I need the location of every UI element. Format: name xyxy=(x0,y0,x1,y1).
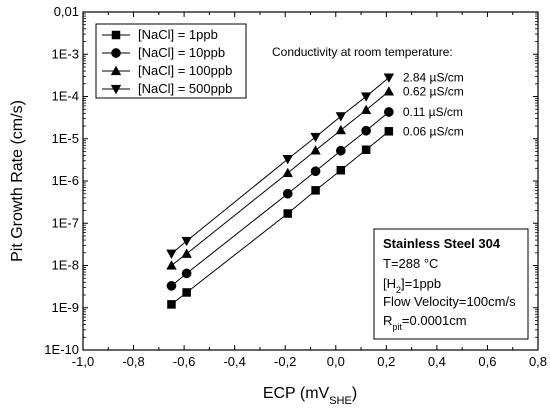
y-axis-title: Pit Growth Rate (cm/s) xyxy=(9,100,26,262)
legend-marker xyxy=(111,30,121,40)
legend-entry: [NaCl] = 10ppb xyxy=(138,45,225,60)
conductivity-annotation-title: Conductivity at room temperature: xyxy=(272,45,453,59)
data-point xyxy=(384,127,394,136)
data-point xyxy=(311,186,320,195)
data-point xyxy=(283,209,292,218)
conductivity-label: 0.06 µS/cm xyxy=(403,124,464,138)
series-circle xyxy=(166,107,394,291)
series-triangle-down xyxy=(166,73,395,260)
info-box-frame xyxy=(373,228,529,340)
y-axis-ticks: 1E-10 1E-9 1E-8 1E-7 1E-6 1E-5 1E-4 1E-3 0,01 xyxy=(44,4,538,357)
x-tick-label: -0,6 xyxy=(173,354,195,369)
data-point xyxy=(335,124,347,135)
data-point xyxy=(361,125,371,136)
data-point xyxy=(166,260,177,270)
conductivity-label: 2.84 µS/cm xyxy=(403,71,464,85)
x-axis-title: ECP (mVSHE) xyxy=(263,385,357,407)
data-point xyxy=(181,248,192,258)
legend-entry: [NaCl] = 1ppb xyxy=(138,27,218,42)
legend-entry: [NaCl] = 100ppb xyxy=(138,63,232,78)
y-tick-label: 1E-6 xyxy=(52,173,79,188)
data-point xyxy=(361,145,371,154)
y-tick-label: 1E-9 xyxy=(52,300,79,315)
legend: [NaCl] = 1ppb [NaCl] = 10ppb [NaCl] = 100p… xyxy=(95,23,247,99)
info-box-temperature: T=288 °C xyxy=(383,256,438,271)
conductivity-label: 0.62 µS/cm xyxy=(403,84,464,98)
x-tick-label: 0,2 xyxy=(377,354,395,369)
data-point xyxy=(383,73,395,83)
data-point xyxy=(335,112,347,122)
data-point xyxy=(166,280,177,291)
y-tick-label: 1E-4 xyxy=(52,89,79,104)
x-tick-label: -0,2 xyxy=(274,354,296,369)
data-point xyxy=(181,268,192,279)
series-triangle-up xyxy=(166,86,395,270)
data-point xyxy=(282,188,293,199)
legend-marker xyxy=(110,84,122,95)
data-point xyxy=(310,132,321,143)
info-box-title: Stainless Steel 304 xyxy=(383,236,501,251)
y-tick-label: 1E-10 xyxy=(44,342,79,357)
legend-entry: [NaCl] = 500ppb xyxy=(138,81,232,96)
series-line xyxy=(171,130,390,305)
data-point xyxy=(282,155,293,165)
data-point xyxy=(167,300,176,309)
data-point xyxy=(335,145,346,156)
data-point xyxy=(310,145,321,155)
data-point xyxy=(181,236,192,247)
series-layer xyxy=(166,73,395,309)
y-tick-label: 1E-5 xyxy=(52,131,79,146)
series-square xyxy=(167,127,394,309)
info-box-hydrogen: [H2]=1ppb xyxy=(383,276,441,295)
conductivity-labels: 0.06 µS/cm 0.11 µS/cm 0.62 µS/cm2.84 µS/cm xyxy=(403,71,464,139)
x-tick-label: 0,6 xyxy=(478,354,496,369)
data-point xyxy=(383,86,395,96)
series-line xyxy=(171,111,390,287)
legend-marker xyxy=(111,48,121,58)
x-tick-label: -0,4 xyxy=(223,354,245,369)
info-box-flow-velocity: Flow Velocity=100cm/s xyxy=(383,294,516,309)
x-tick-label: 0,0 xyxy=(327,354,345,369)
data-point xyxy=(360,92,372,102)
conductivity-label: 0.11 µS/cm xyxy=(403,105,463,119)
x-axis-ticks: -1,0 -0,8 -0,6 -0,4 -0,2 0,0 0,2 0,4 0,6 0,8 xyxy=(72,12,547,369)
data-point xyxy=(360,104,372,115)
x-tick-label: 0,8 xyxy=(529,354,547,369)
data-point xyxy=(182,288,191,297)
y-tick-label: 0,01 xyxy=(54,4,79,19)
info-box-pit-radius: Rpit=0.0001cm xyxy=(383,313,467,332)
series-line xyxy=(171,91,390,266)
data-point xyxy=(310,166,321,177)
x-tick-label: 0,4 xyxy=(428,354,446,369)
y-tick-label: 1E-8 xyxy=(52,258,79,273)
y-tick-label: 1E-3 xyxy=(52,46,79,61)
data-point xyxy=(336,165,346,175)
x-tick-label: -0,8 xyxy=(122,354,144,369)
legend-frame xyxy=(95,23,247,99)
info-box: Stainless Steel 304 T=288 °C [H2]=1ppb F… xyxy=(373,228,529,340)
legend-marker xyxy=(110,65,122,76)
x-tick-label: -1,0 xyxy=(72,354,94,369)
y-tick-label: 1E-7 xyxy=(52,215,79,230)
data-point xyxy=(384,107,394,117)
data-point xyxy=(166,249,177,260)
data-point xyxy=(282,167,293,178)
series-line xyxy=(171,77,390,255)
